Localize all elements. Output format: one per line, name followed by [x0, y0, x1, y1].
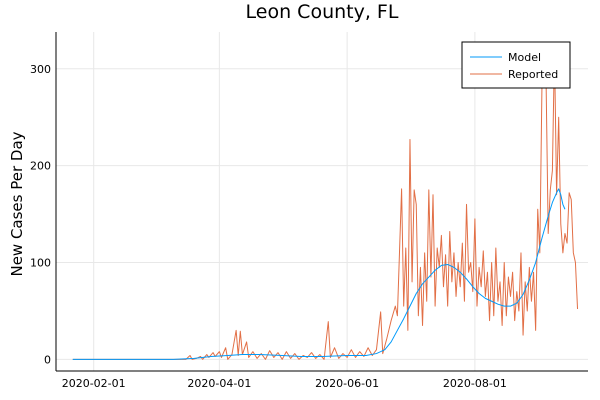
- tick-labels: 0 100 200 300 2020-02-01 2020-04-01 2020-06-01…: [30, 63, 507, 390]
- grid: [56, 32, 588, 371]
- y-tick-label: 200: [30, 160, 51, 173]
- y-tick-label: 100: [30, 257, 51, 270]
- legend-box: [461, 41, 571, 89]
- y-tick-label: 0: [44, 353, 51, 366]
- series-line-model: [72, 188, 566, 360]
- y-axis-label: New Cases Per Day: [8, 131, 26, 276]
- x-tick-label: 2020-06-01: [315, 377, 379, 390]
- x-tick-label: 2020-04-01: [187, 377, 251, 390]
- y-tick-label: 300: [30, 63, 51, 76]
- legend: Model Reported: [461, 41, 571, 89]
- chart-title: Leon County, FL: [246, 1, 399, 23]
- series-layer: [72, 44, 579, 360]
- series-line-reported: [72, 44, 579, 360]
- legend-label: Reported: [508, 68, 558, 81]
- legend-label: Model: [508, 51, 541, 64]
- x-tick-label: 2020-08-01: [443, 377, 507, 390]
- x-tick-label: 2020-02-01: [62, 377, 126, 390]
